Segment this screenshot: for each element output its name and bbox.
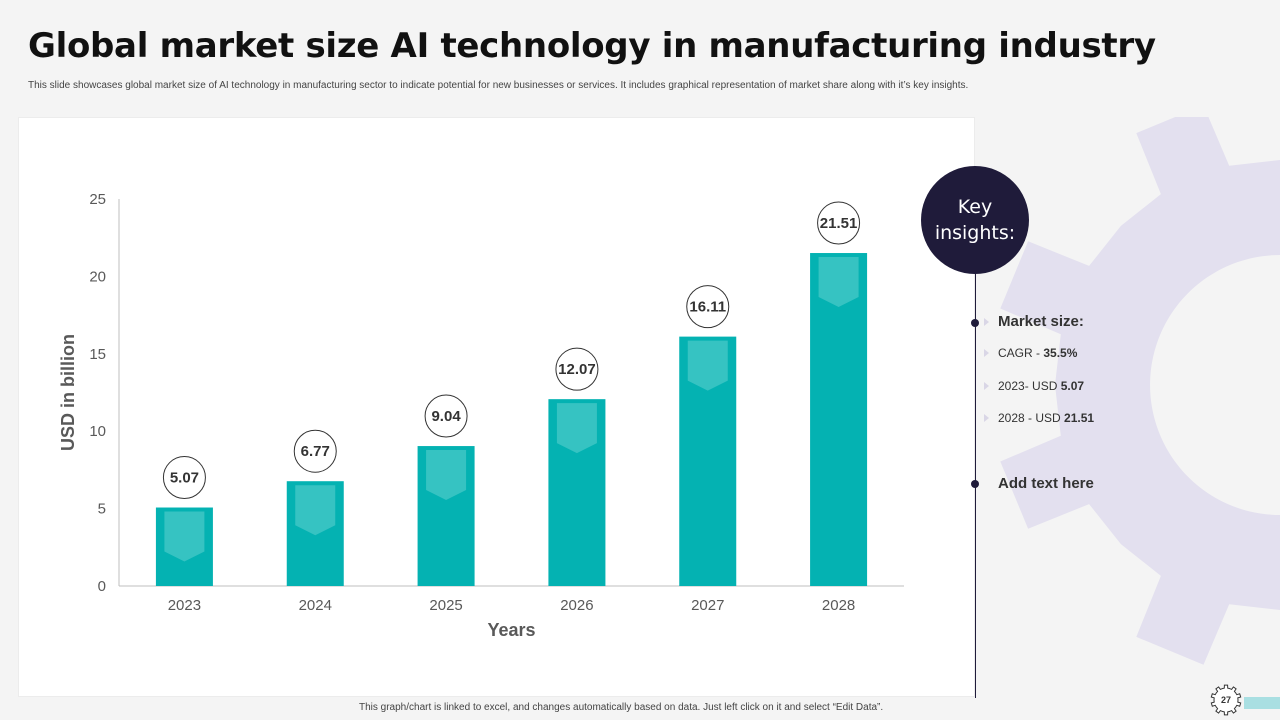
x-tick-label: 2025 bbox=[429, 597, 462, 614]
y-tick-label: 25 bbox=[89, 191, 106, 208]
bar-chevron bbox=[426, 450, 467, 501]
slide-subtitle: This slide showcases global market size … bbox=[28, 80, 969, 91]
data-label-circle bbox=[686, 285, 730, 329]
timeline-dot bbox=[971, 480, 979, 488]
insight-cagr: CAGR - 35.5% bbox=[998, 346, 1077, 360]
data-label: 6.77 bbox=[301, 443, 330, 460]
data-label-circle bbox=[817, 201, 861, 245]
slide-title: Global market size AI technology in manu… bbox=[28, 26, 1156, 66]
add-text-placeholder[interactable]: Add text here bbox=[998, 475, 1094, 492]
gear-icon bbox=[1210, 684, 1242, 716]
data-label-circle bbox=[293, 429, 337, 473]
x-tick-label: 2026 bbox=[560, 597, 593, 614]
footer-note: This graph/chart is linked to excel, and… bbox=[359, 702, 884, 713]
x-tick-label: 2023 bbox=[168, 597, 201, 614]
y-tick-label: 15 bbox=[89, 346, 106, 363]
key-insights-heading: Key insights: bbox=[934, 196, 1016, 244]
insight-2028: 2028 - USD 21.51 bbox=[998, 411, 1094, 425]
arrow-icon bbox=[984, 318, 989, 326]
timeline-dot bbox=[971, 319, 979, 327]
data-label-circle bbox=[424, 394, 468, 438]
data-label: 12.07 bbox=[558, 361, 596, 378]
arrow-icon bbox=[984, 349, 989, 357]
market-size-label: Market size: bbox=[998, 313, 1084, 330]
x-tick-label: 2028 bbox=[822, 597, 855, 614]
data-label: 9.04 bbox=[431, 408, 461, 425]
chart-panel[interactable]: 0 5 10 15 20 25 USD in billion Years 5.07 2023 6.7… bbox=[18, 117, 975, 697]
x-tick-label: 2024 bbox=[299, 597, 332, 614]
data-label: 5.07 bbox=[170, 470, 199, 487]
arrow-icon bbox=[984, 382, 989, 390]
x-tick-label: 2027 bbox=[691, 597, 724, 614]
bar-chevron bbox=[687, 340, 728, 391]
footer-accent-bar bbox=[1244, 697, 1280, 709]
bar-chevron bbox=[164, 511, 205, 562]
data-label-circle bbox=[555, 347, 599, 391]
x-axis-title: Years bbox=[487, 620, 535, 640]
bar-chevron bbox=[556, 403, 597, 454]
data-label: 21.51 bbox=[820, 215, 858, 232]
key-insights-badge: Key insights: bbox=[921, 166, 1029, 274]
insight-2023: 2023- USD 5.07 bbox=[998, 379, 1084, 393]
bar-chevron bbox=[818, 257, 859, 308]
decorative-gear bbox=[982, 117, 1280, 697]
y-tick-label: 20 bbox=[89, 268, 106, 285]
insight-value: 5.07 bbox=[1060, 379, 1085, 393]
y-tick-label: 5 bbox=[98, 501, 106, 518]
insight-label: 2028 - USD bbox=[998, 411, 1065, 425]
y-axis-title: USD in billion bbox=[58, 334, 78, 451]
data-label-circle bbox=[162, 456, 206, 500]
page-number: 27 bbox=[1220, 695, 1231, 705]
insight-value: 21.51 bbox=[1064, 411, 1095, 425]
bar-chevron bbox=[295, 485, 336, 536]
insight-value: 35.5% bbox=[1043, 346, 1078, 360]
data-label: 16.11 bbox=[689, 299, 726, 316]
insight-label: 2023- USD bbox=[998, 379, 1061, 393]
y-tick-label: 0 bbox=[98, 578, 106, 595]
insight-label: CAGR - bbox=[998, 346, 1044, 360]
y-tick-label: 10 bbox=[89, 423, 106, 440]
arrow-icon bbox=[984, 414, 989, 422]
bar bbox=[810, 253, 868, 586]
